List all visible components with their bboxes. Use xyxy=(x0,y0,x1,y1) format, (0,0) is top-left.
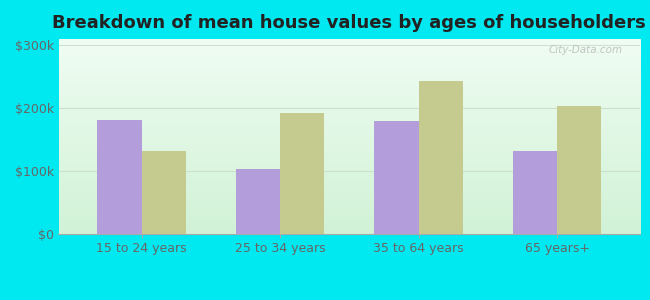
Bar xyxy=(280,112,324,234)
Text: City-Data.com: City-Data.com xyxy=(549,45,623,55)
Bar xyxy=(557,106,601,234)
Bar xyxy=(513,151,557,234)
Bar xyxy=(236,169,280,234)
Bar xyxy=(142,151,186,234)
Bar xyxy=(374,121,419,234)
Title: Breakdown of mean house values by ages of householders: Breakdown of mean house values by ages o… xyxy=(53,14,646,32)
Legend: Cowley County, Kansas: Cowley County, Kansas xyxy=(244,299,454,300)
Bar xyxy=(419,81,463,234)
Bar xyxy=(98,119,142,234)
